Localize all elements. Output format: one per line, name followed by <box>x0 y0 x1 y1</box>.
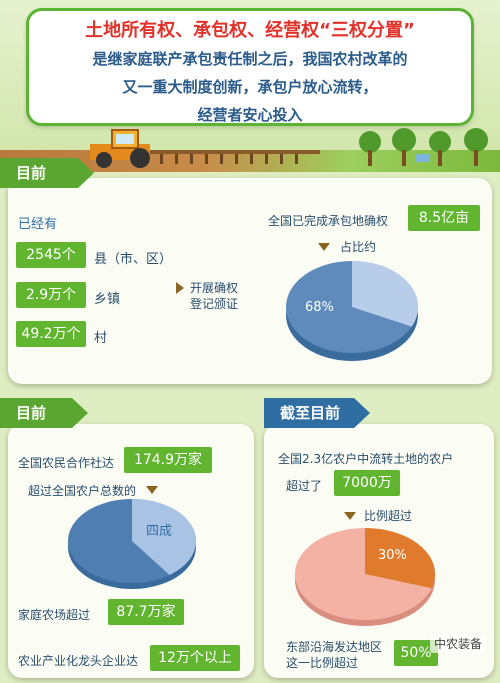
township-unit: 乡镇 <box>94 292 121 307</box>
pie-slice-four-tenths <box>132 499 196 575</box>
farm-value: 87.7万家 <box>108 599 184 625</box>
watermark: 中农装备 <box>429 634 486 653</box>
arrow-down-icon <box>344 512 356 520</box>
east-line-2: 这一比例超过 <box>286 656 359 670</box>
exceed-label: 超过全国农户总数的 <box>28 484 137 498</box>
township-count: 2.9万个 <box>16 282 86 308</box>
tab-current-2: 目前 <box>0 398 88 428</box>
confirmed-land-label: 全国已完成承包地确权 <box>268 214 389 228</box>
enterprise-value: 12万个以上 <box>150 645 240 671</box>
confirmed-land-value: 8.5亿亩 <box>408 205 480 231</box>
transfer-line-1: 全国2.3亿农户中流转土地的农户 <box>278 452 454 466</box>
pie-chart-coop <box>68 499 196 589</box>
pie-slice-rest <box>352 261 418 327</box>
tab-current-1: 目前 <box>0 158 94 188</box>
coop-label: 全国农民合作社达 <box>18 456 115 470</box>
arrow-down-icon <box>318 243 330 251</box>
transfer-value: 7000万 <box>334 470 400 496</box>
transfer-line-2: 超过了 <box>286 479 323 493</box>
arrow-down-icon <box>146 486 158 494</box>
pie-chart-land <box>286 261 418 361</box>
enterprise-label: 农业产业化龙头企业达 <box>18 654 139 668</box>
tractor-icon <box>90 129 320 168</box>
transfer-ratio-label: 比例超过 <box>364 509 413 523</box>
trees-icon <box>359 128 488 166</box>
headline-line-1: 是继家庭联产承包责任制之后，我国农村改革的 <box>92 50 408 68</box>
tab-so-far: 截至目前 <box>264 398 370 428</box>
east-value: 50% <box>394 640 438 666</box>
action-line-2: 登记颁证 <box>190 297 239 311</box>
headline-line-3: 经营者安心投入 <box>197 106 303 124</box>
headline-line-2: 又一重大制度创新，承包户放心流转， <box>122 78 378 96</box>
village-count: 49.2万个 <box>16 321 86 347</box>
ratio-label: 占比约 <box>340 240 377 254</box>
east-line-1: 东部沿海发达地区 <box>286 640 383 654</box>
pie-slice-30 <box>365 528 435 589</box>
pie-label-68: 68% <box>305 300 334 315</box>
arrow-right-icon <box>176 282 184 294</box>
pie-label-four-tenths: 四成 <box>146 524 173 539</box>
farm-label: 家庭农场超过 <box>18 608 91 622</box>
county-unit: 县（市、区） <box>94 252 173 267</box>
page-title: 土地所有权、承包权、经营权“三权分置” <box>85 20 415 41</box>
pie-label-30: 30% <box>378 548 407 563</box>
headline-box: 土地所有权、承包权、经营权“三权分置” 是继家庭联产承包责任制之后，我国农村改革… <box>26 8 474 126</box>
action-line-1: 开展确权 <box>190 281 239 295</box>
already-label: 已经有 <box>18 217 58 232</box>
village-unit: 村 <box>94 331 108 346</box>
county-count: 2545个 <box>16 242 86 268</box>
coop-value: 174.9万家 <box>124 447 212 473</box>
pie-chart-transfer <box>295 528 435 626</box>
